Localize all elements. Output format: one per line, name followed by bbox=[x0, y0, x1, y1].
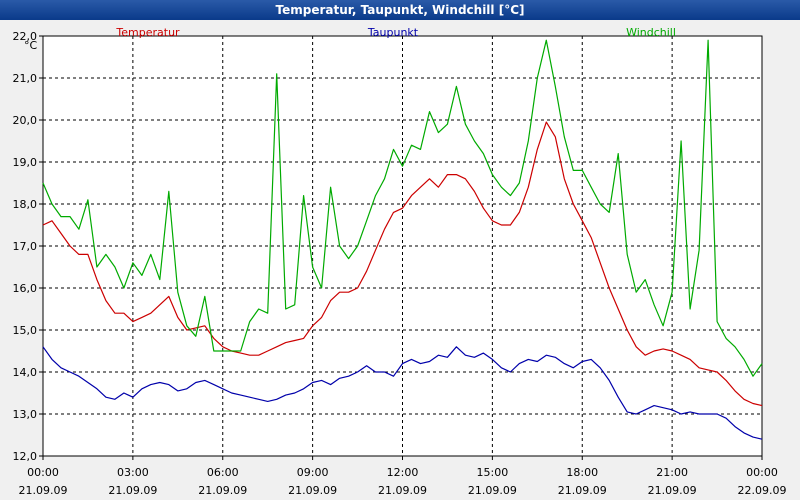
x-tick-time: 18:00 bbox=[566, 466, 598, 479]
x-tick-time: 12:00 bbox=[387, 466, 419, 479]
y-tick-label: 15,0 bbox=[13, 324, 38, 337]
y-tick-label: 22,0 bbox=[13, 30, 38, 43]
x-tick-time: 21:00 bbox=[656, 466, 688, 479]
x-tick-date: 22.09.09 bbox=[738, 484, 787, 497]
legend-temperatur: Temperatur bbox=[115, 26, 180, 39]
legend-taupunkt: Taupunkt bbox=[367, 26, 419, 39]
series-line-temperatur bbox=[42, 121, 763, 407]
x-tick-time: 15:00 bbox=[477, 466, 509, 479]
x-tick-date: 21.09.09 bbox=[288, 484, 337, 497]
y-tick-label: 16,0 bbox=[13, 282, 38, 295]
y-tick-label: 14,0 bbox=[13, 366, 38, 379]
series-line-taupunkt bbox=[42, 346, 763, 440]
x-tick-time: 09:00 bbox=[297, 466, 329, 479]
chart-svg: 12,0 13,0 14,0 15,0 16,0 17,0 18,0 19,0 20,0 21,0… bbox=[13, 26, 787, 497]
legend-windchill: Windchill bbox=[626, 26, 676, 39]
x-tick-time: 00:00 bbox=[746, 466, 778, 479]
series-line-windchill bbox=[42, 39, 763, 377]
y-tick-label: 20,0 bbox=[13, 114, 38, 127]
x-tick-time: 06:00 bbox=[207, 466, 239, 479]
x-tick-date: 21.09.09 bbox=[648, 484, 697, 497]
y-tick-label: 12,0 bbox=[13, 450, 38, 463]
grid bbox=[43, 35, 762, 456]
chart-frame: 12,0 13,0 14,0 15,0 16,0 17,0 18,0 19,0 20,0 21,0… bbox=[0, 20, 800, 500]
y-axis-unit: °C bbox=[24, 39, 38, 52]
x-tick-date: 21.09.09 bbox=[19, 484, 68, 497]
x-tick-time: 03:00 bbox=[117, 466, 149, 479]
y-tick-label: 18,0 bbox=[13, 198, 38, 211]
window-title: Temperatur, Taupunkt, Windchill [°C] bbox=[275, 3, 525, 17]
y-tick-label: 19,0 bbox=[13, 156, 38, 169]
x-tick-date: 21.09.09 bbox=[198, 484, 247, 497]
x-tick-time: 00:00 bbox=[27, 466, 59, 479]
y-tick-label: 13,0 bbox=[13, 408, 38, 421]
y-tick-label: 17,0 bbox=[13, 240, 38, 253]
x-tick-date: 21.09.09 bbox=[468, 484, 517, 497]
series-group bbox=[42, 39, 763, 440]
x-tick-date: 21.09.09 bbox=[558, 484, 607, 497]
window-title-bar: Temperatur, Taupunkt, Windchill [°C] bbox=[0, 0, 800, 20]
x-axis: 00:00 21.09.09 03:00 21.09.09 06:00 21.09.09 0… bbox=[19, 456, 787, 497]
x-tick-date: 21.09.09 bbox=[378, 484, 427, 497]
y-tick-label: 21,0 bbox=[13, 72, 38, 85]
x-tick-date: 21.09.09 bbox=[108, 484, 157, 497]
y-axis: 12,0 13,0 14,0 15,0 16,0 17,0 18,0 19,0 20,0 21,0… bbox=[13, 30, 43, 463]
